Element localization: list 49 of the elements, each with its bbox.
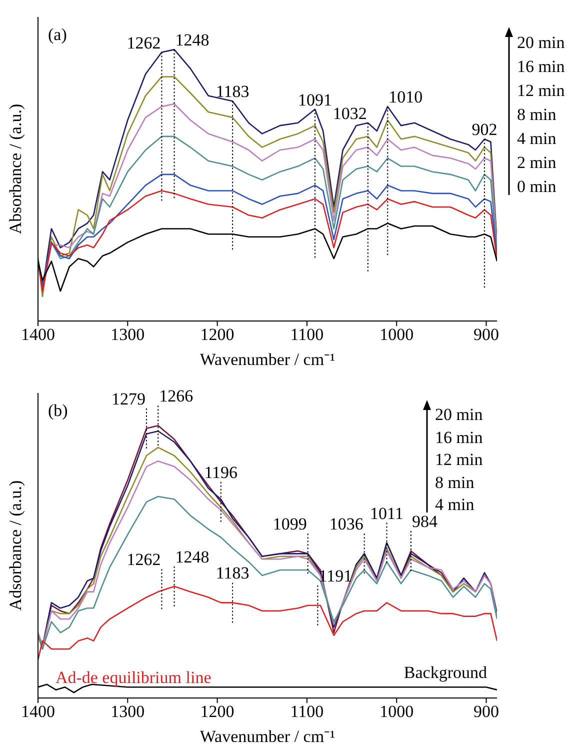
annotation: 902 [472,120,498,140]
x-tick-label: 1000 [380,325,414,344]
annotation: 1262 [126,550,161,570]
y-axis-title: Absorbance / (a.u.) [6,104,26,234]
x-axis-title: Wavenumber / cm⁻¹ [200,727,336,745]
annotation: 1032 [332,104,367,123]
x-tick-label: 1200 [200,325,234,344]
text: 0 min [517,176,558,198]
annotation: 1248 [175,547,210,566]
x-tick-label: 1300 [110,702,145,722]
annotation: 1036 [329,514,364,534]
x-tick-label: 1200 [200,702,234,722]
annotation: 1011 [370,504,404,523]
text: 16 min [517,56,565,78]
text: 12 min [517,80,565,102]
text: 4 min [517,128,558,150]
text: (b) [48,401,68,421]
annotation: 12 min [435,449,483,471]
x-tick-label: 900 [473,702,499,722]
text: 20 min [517,32,565,54]
annotation: 1248 [175,30,210,50]
annotation: 1266 [159,386,194,406]
text: (a) [48,25,67,45]
annotation: 1099 [272,514,307,534]
annotation: 1010 [388,88,423,107]
annotation: 1091 [298,90,332,110]
x-tick-label: 1400 [21,702,55,722]
annotation: 1196 [204,462,238,482]
x-tick-label: 1100 [290,702,324,722]
series-label: Ad-de equilibrium line [55,668,212,687]
series-label: Background [404,662,488,682]
text: 8 min [517,104,558,126]
x-tick-label: 1100 [290,325,324,344]
annotation: 4 min [435,494,476,516]
annotation: 1183 [216,564,250,583]
annotation: 1262 [126,33,161,52]
annotation: 984 [412,512,438,531]
text: 20 min [435,404,483,426]
x-tick-label: 1400 [21,325,55,344]
x-tick-label: 1300 [110,325,145,344]
x-tick-label: 1000 [380,702,414,722]
annotation: 1279 [111,389,146,408]
annotation: 1183 [216,82,250,102]
y-axis-title: Adsorbance / (a.u.) [6,480,26,611]
x-tick-label: 900 [473,325,499,344]
x-axis-title: Wavenumber / cm⁻¹ [200,350,336,369]
text: 2 min [517,152,558,174]
annotation: 16 min [435,426,483,448]
annotation: 8 min [435,472,476,494]
